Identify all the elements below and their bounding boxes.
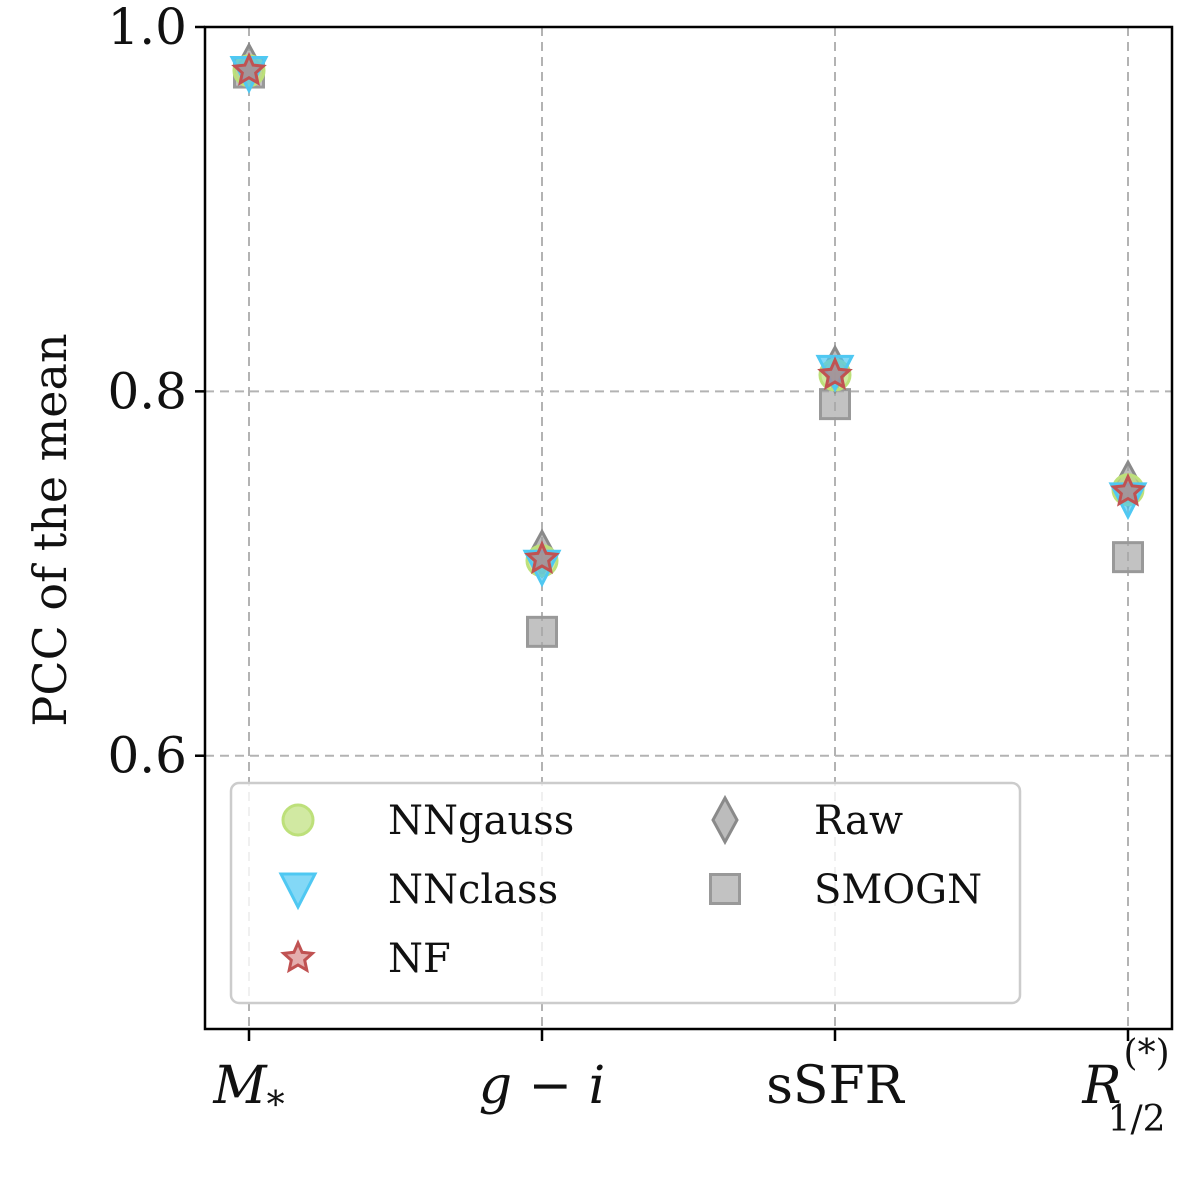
legend-marker-smogn <box>709 873 741 905</box>
y-tick-label-0: 0.6 <box>107 727 187 785</box>
point-smogn-1 <box>526 615 558 648</box>
x-tick-label-3: R(*) 1/2 <box>1081 1033 1169 1140</box>
point-nf-0 <box>231 51 267 86</box>
point-smogn-3 <box>1112 541 1144 574</box>
y-tick-label-2: 1.0 <box>107 0 187 56</box>
legend-marker-nngauss <box>281 803 315 837</box>
legend-marker-nf <box>280 939 316 974</box>
legend-label-nf: NF <box>388 936 451 982</box>
legend-marker-raw <box>711 794 739 846</box>
legend-label-smogn: SMOGN <box>814 867 982 913</box>
point-nf-2 <box>817 356 853 391</box>
x-tick-label-2: sSFR <box>766 1056 905 1116</box>
plot-frame <box>203 25 1174 1031</box>
x-tick-label-1: g − i <box>479 1056 606 1116</box>
y-axis-label: PCC of the mean <box>23 333 77 726</box>
legend-label-nngauss: NNgauss <box>388 798 574 844</box>
y-tick-label-1: 0.8 <box>107 362 187 420</box>
x-axis: M* g − i sSFR R(*) 1/2 <box>212 1029 1170 1140</box>
legend-label-nnclass: NNclass <box>388 867 558 913</box>
legend-label-raw: Raw <box>814 798 903 844</box>
data-marks <box>229 41 1148 648</box>
point-nf-3 <box>1110 472 1146 507</box>
point-nf-1 <box>524 540 560 575</box>
legend: NNgauss Raw NNclass SMOGN NF <box>229 781 1022 1005</box>
legend-marker-nnclass <box>278 872 318 911</box>
legend-box <box>229 781 1022 1005</box>
x-tick-label-0: M* <box>212 1056 284 1126</box>
y-axis: 0.6 0.8 1.0 <box>107 0 205 785</box>
